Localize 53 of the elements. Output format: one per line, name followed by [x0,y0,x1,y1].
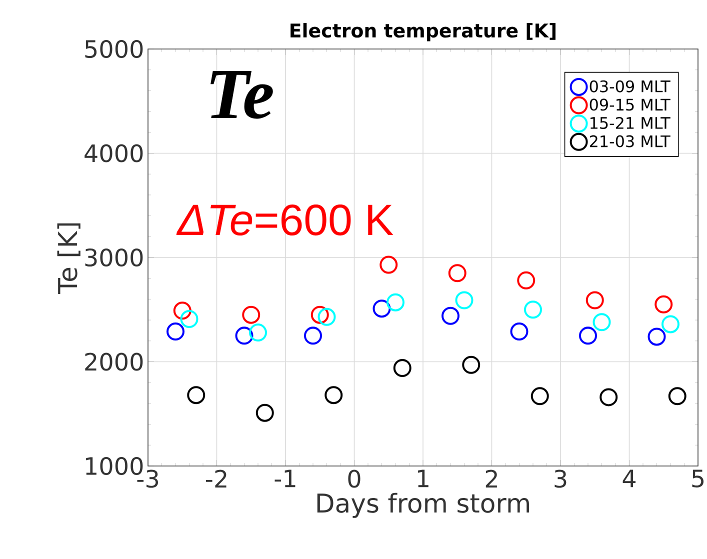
x-tick-label: 1 [418,470,428,488]
point [372,300,391,318]
point [654,295,673,314]
point [187,386,206,404]
point [600,388,618,406]
legend-label: 21-03 MLT [590,135,670,148]
x-tick-label: 4 [622,470,636,488]
point [442,306,460,325]
x-tick-label: 2 [486,470,497,488]
x-tick-label: 0 [348,470,360,488]
x-tick-label: -1 [274,470,296,488]
point [380,256,398,274]
point [393,359,412,378]
point [448,264,466,282]
point [318,308,336,326]
point [166,322,184,341]
x-tick-label: 5 [692,470,704,488]
y-tick-label: 4000 [84,144,143,162]
point [524,300,542,319]
legend-label: 15-21 MLT [590,116,670,129]
point [648,328,666,346]
chart-title: Electron temperature [K] [290,22,556,42]
point [462,356,480,374]
point [304,326,322,345]
point [173,302,192,320]
point [530,387,549,406]
point [510,322,528,341]
y-tick-label: 2000 [85,352,143,371]
point [249,324,267,342]
x-axis-title: Days from storm [317,492,529,518]
point [242,306,260,324]
point [578,326,597,345]
y-axis-title: Te [K] [57,223,80,294]
point [386,293,404,312]
point [668,387,686,406]
point [310,306,329,324]
point [592,313,611,332]
point [661,315,680,334]
legend-label: 03-09 MLT [590,80,670,92]
point [180,310,198,328]
point [517,271,536,290]
point [586,291,604,310]
point [455,291,474,310]
x-tick-label: -2 [206,470,226,488]
point [256,404,274,422]
x-tick-label: 3 [554,470,566,488]
annotation: ΔTe=600 K [176,204,394,236]
y-tick-label: 5000 [85,40,143,58]
y-tick-label: 3000 [85,248,143,267]
point [235,326,254,345]
point [324,386,343,404]
annotation: Te [210,71,273,119]
legend-label: 09-15 MLT [590,98,670,111]
